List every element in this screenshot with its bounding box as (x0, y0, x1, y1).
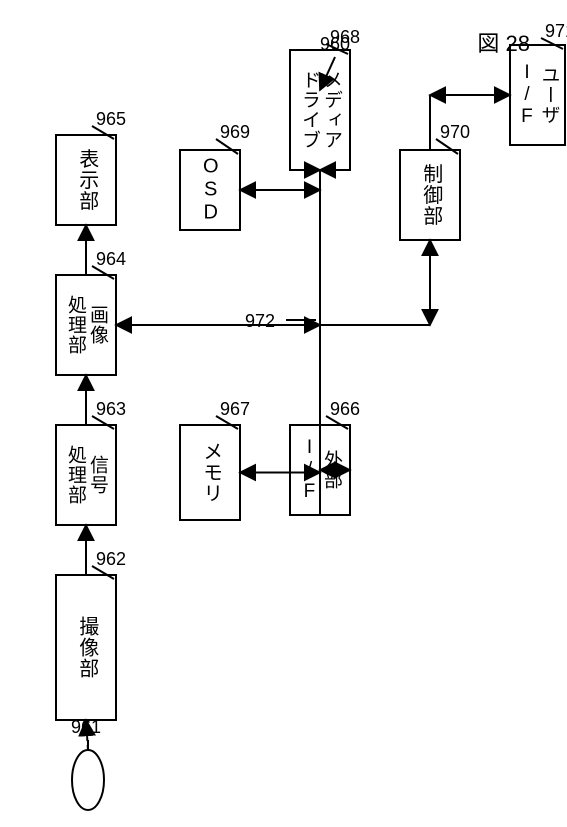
svg-text:表示部: 表示部 (76, 148, 99, 211)
svg-text:962: 962 (96, 549, 126, 569)
svg-text:メディア: メディア (321, 70, 342, 150)
svg-text:信号: 信号 (87, 455, 109, 495)
svg-text:965: 965 (96, 109, 126, 129)
svg-text:I/F: I/F (299, 437, 320, 503)
svg-text:972: 972 (245, 311, 275, 331)
svg-text:メモリ: メモリ (200, 441, 222, 504)
svg-text:撮像部: 撮像部 (76, 616, 99, 679)
svg-text:OSD: OSD (200, 156, 222, 225)
svg-text:969: 969 (220, 122, 250, 142)
svg-text:制御部: 制御部 (420, 163, 443, 226)
svg-text:ユーザ: ユーザ (538, 65, 559, 125)
svg-text:971: 971 (545, 21, 567, 41)
svg-text:画像: 画像 (87, 305, 109, 345)
svg-text:図 28: 図 28 (477, 31, 530, 56)
svg-text:966: 966 (330, 399, 360, 419)
svg-text:970: 970 (440, 122, 470, 142)
svg-text:ドライブ: ドライブ (299, 70, 320, 150)
svg-text:967: 967 (220, 399, 250, 419)
svg-text:処理部: 処理部 (65, 445, 87, 505)
svg-text:964: 964 (96, 249, 126, 269)
svg-text:968: 968 (330, 27, 360, 47)
svg-text:処理部: 処理部 (65, 295, 87, 355)
svg-text:I/F: I/F (516, 62, 537, 128)
svg-text:963: 963 (96, 399, 126, 419)
